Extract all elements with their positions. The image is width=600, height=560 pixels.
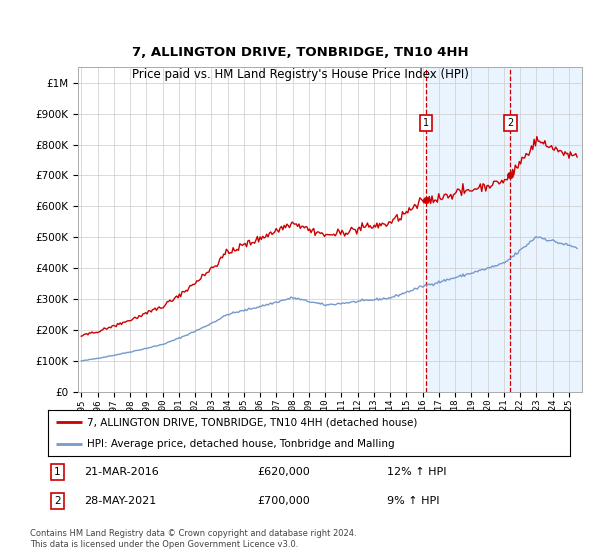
Text: 28-MAY-2021: 28-MAY-2021 xyxy=(85,496,157,506)
Text: £700,000: £700,000 xyxy=(257,496,310,506)
Bar xyxy=(426,67,511,392)
Text: 7, ALLINGTON DRIVE, TONBRIDGE, TN10 4HH: 7, ALLINGTON DRIVE, TONBRIDGE, TN10 4HH xyxy=(131,46,469,59)
Text: 7, ALLINGTON DRIVE, TONBRIDGE, TN10 4HH (detached house): 7, ALLINGTON DRIVE, TONBRIDGE, TN10 4HH … xyxy=(87,417,418,427)
Text: 9% ↑ HPI: 9% ↑ HPI xyxy=(388,496,440,506)
Text: Contains HM Land Registry data © Crown copyright and database right 2024.
This d: Contains HM Land Registry data © Crown c… xyxy=(30,529,356,549)
Text: Price paid vs. HM Land Registry's House Price Index (HPI): Price paid vs. HM Land Registry's House … xyxy=(131,68,469,81)
Text: HPI: Average price, detached house, Tonbridge and Malling: HPI: Average price, detached house, Tonb… xyxy=(87,439,395,449)
Text: 2: 2 xyxy=(54,496,61,506)
Text: 1: 1 xyxy=(54,467,61,477)
Bar xyxy=(511,67,582,392)
Text: 12% ↑ HPI: 12% ↑ HPI xyxy=(388,467,447,477)
Text: 2: 2 xyxy=(508,118,514,128)
Text: 1: 1 xyxy=(423,118,430,128)
Text: 21-MAR-2016: 21-MAR-2016 xyxy=(85,467,159,477)
Text: £620,000: £620,000 xyxy=(257,467,310,477)
